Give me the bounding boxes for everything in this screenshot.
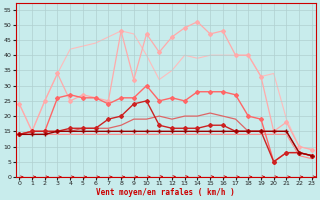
- X-axis label: Vent moyen/en rafales ( km/h ): Vent moyen/en rafales ( km/h ): [96, 188, 235, 197]
